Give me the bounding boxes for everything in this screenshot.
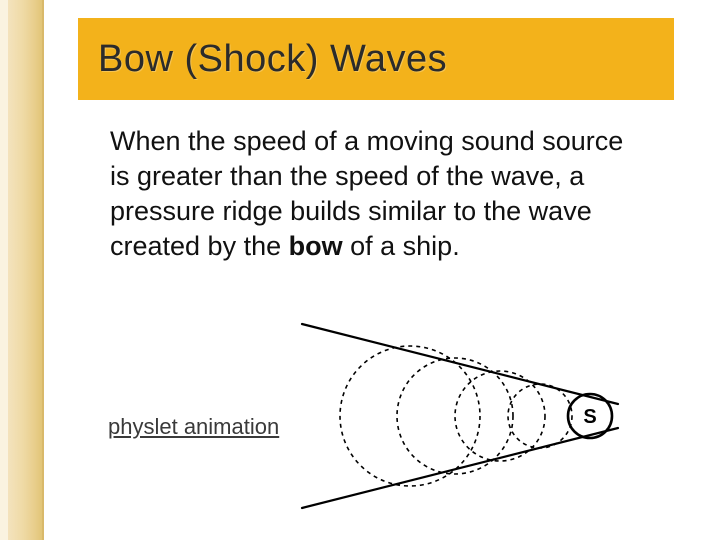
bow-wave-diagram: S xyxy=(290,316,650,516)
paragraph-part-2: of a ship. xyxy=(343,231,460,261)
slide-title: Bow (Shock) Waves xyxy=(98,38,447,81)
title-bar: Bow (Shock) Waves xyxy=(78,18,674,100)
paragraph-bold-word: bow xyxy=(289,231,343,261)
physlet-animation-link[interactable]: physlet animation xyxy=(108,414,279,440)
slide-body-paragraph: When the speed of a moving sound source … xyxy=(110,124,650,264)
svg-text:S: S xyxy=(583,406,596,428)
decorative-left-border xyxy=(0,0,44,540)
